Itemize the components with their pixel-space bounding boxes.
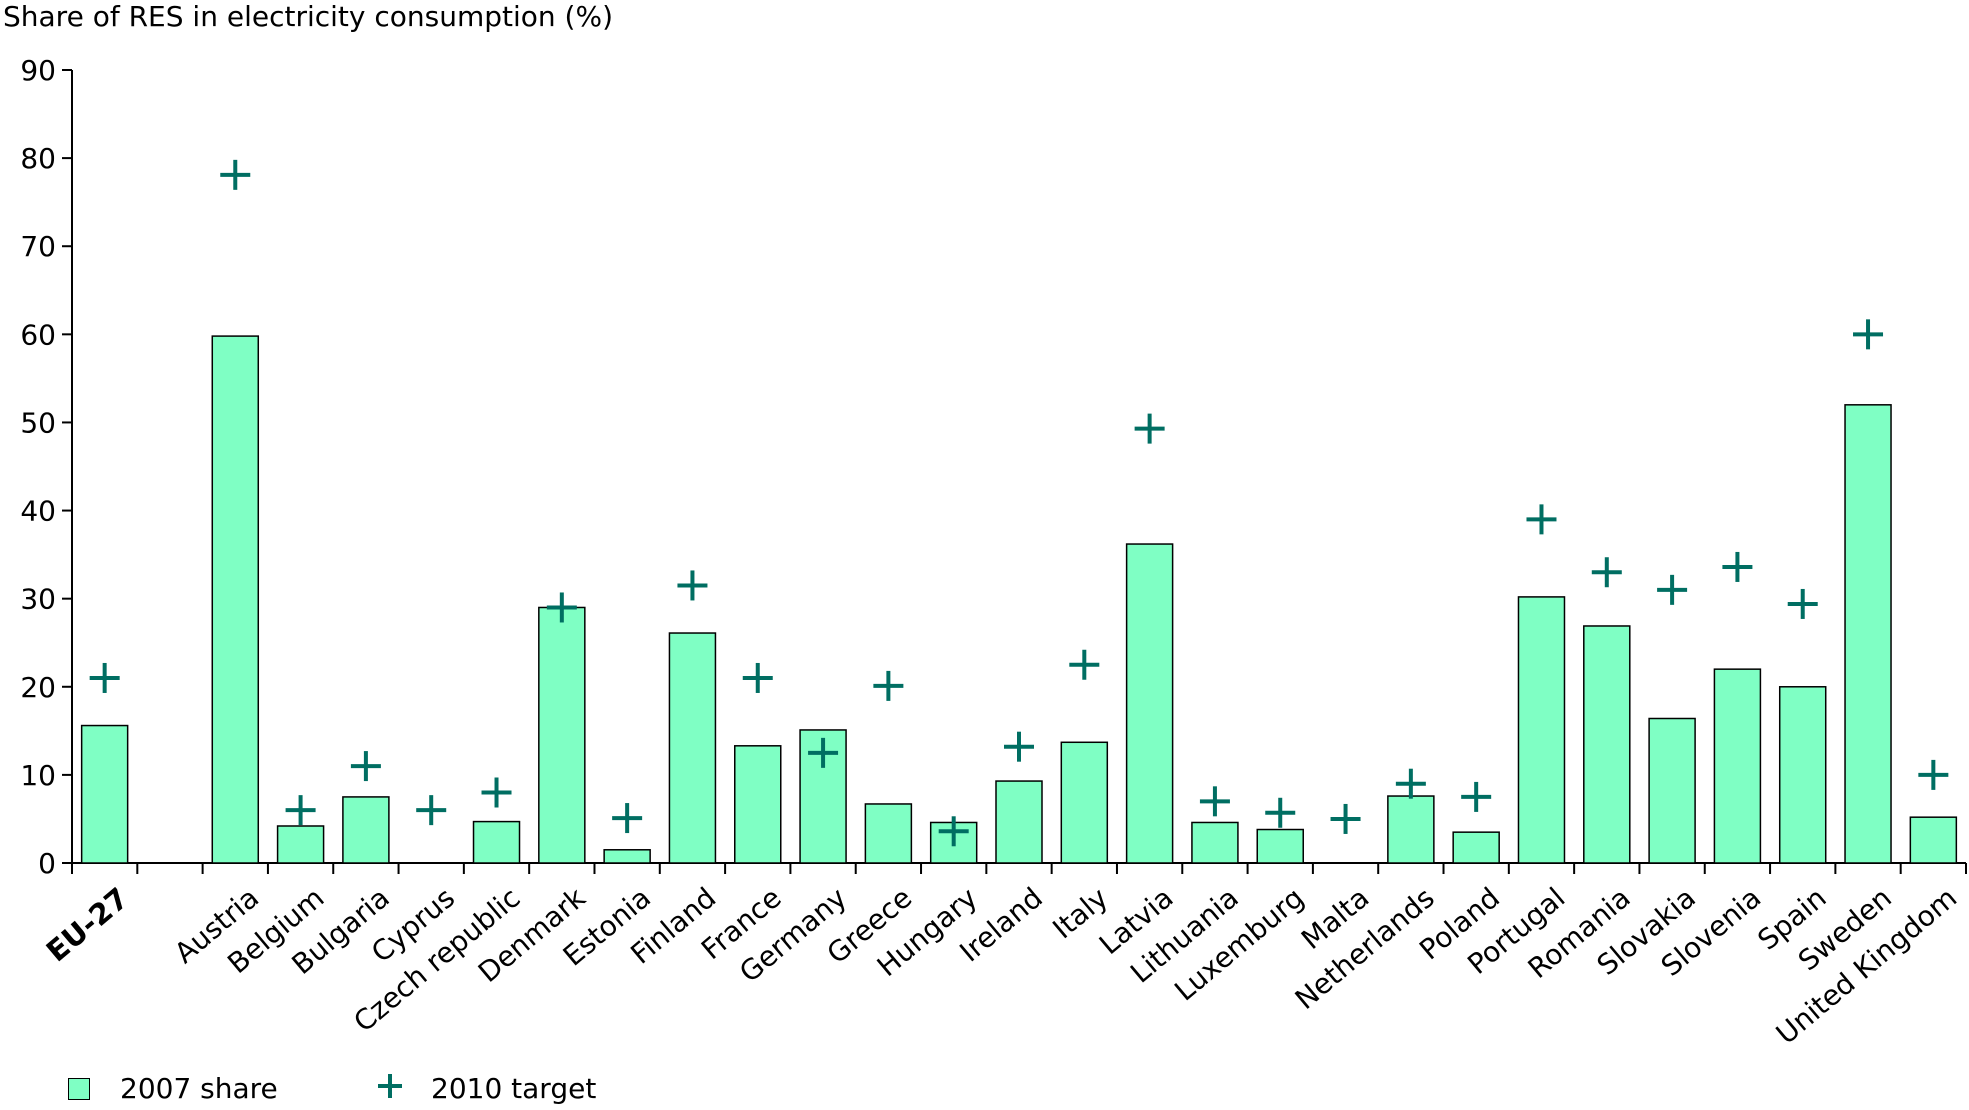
y-tick-label-60: 60 xyxy=(20,318,56,351)
target-marker-france xyxy=(742,662,773,693)
bar-sweden xyxy=(1844,404,1892,864)
target-marker-estonia xyxy=(612,803,643,834)
target-marker-austria xyxy=(220,159,251,190)
y-tick-label-10: 10 xyxy=(20,759,56,792)
legend: 2007 share 2010 target xyxy=(0,1068,1969,1110)
bar-spain xyxy=(1778,686,1827,864)
bar-denmark xyxy=(538,606,586,864)
target-marker-latvia xyxy=(1134,413,1165,444)
target-marker-belgium xyxy=(285,795,316,826)
y-tick-label-70: 70 xyxy=(20,230,56,263)
bar-belgium xyxy=(276,825,325,864)
bar-netherlands xyxy=(1387,795,1435,864)
target-marker-sweden xyxy=(1853,319,1884,350)
bar-estonia xyxy=(603,849,651,864)
bar-finland xyxy=(668,632,717,864)
bar-poland xyxy=(1452,831,1500,864)
y-tick-label-40: 40 xyxy=(20,495,56,528)
target-marker-germany xyxy=(808,737,839,768)
legend-swatch-2007-share xyxy=(68,1078,90,1100)
target-marker-malta xyxy=(1330,803,1361,834)
target-marker-slovenia xyxy=(1722,551,1753,582)
target-marker-romania xyxy=(1591,557,1622,588)
y-tick-label-80: 80 xyxy=(20,142,56,175)
bar-italy xyxy=(1060,741,1109,864)
bar-bulgaria xyxy=(342,796,390,864)
target-marker-finland xyxy=(677,570,708,601)
target-markers-layer xyxy=(89,159,1949,847)
legend-label-2007-share: 2007 share xyxy=(120,1072,278,1105)
target-marker-ireland xyxy=(1004,731,1034,762)
y-tick-label-30: 30 xyxy=(20,583,56,616)
bar-slovakia xyxy=(1648,717,1696,864)
target-marker-denmark xyxy=(546,592,577,623)
target-marker-poland xyxy=(1461,781,1492,812)
bar-eu-27 xyxy=(80,724,129,864)
bar-slovenia xyxy=(1713,668,1762,864)
bar-united-kingdom xyxy=(1909,816,1958,864)
chart-title: Share of RES in electricity consumption … xyxy=(3,0,613,33)
target-marker-czech-republic xyxy=(481,777,512,808)
target-marker-italy xyxy=(1069,649,1100,680)
plus-marker-icon xyxy=(378,1074,402,1098)
target-marker-cyprus xyxy=(416,795,447,826)
bar-ireland xyxy=(995,780,1043,864)
target-marker-bulgaria xyxy=(350,751,381,782)
target-marker-eu-27 xyxy=(89,662,120,693)
bar-greece xyxy=(864,803,913,864)
y-tick-label-0: 0 xyxy=(38,847,56,880)
target-marker-lithuania xyxy=(1199,786,1230,817)
bars-layer xyxy=(80,335,1958,864)
y-tick-label-20: 20 xyxy=(20,671,56,704)
x-tick-label-eu-27: EU-27 xyxy=(40,881,135,969)
y-tick-label-90: 90 xyxy=(20,54,56,87)
target-marker-luxemburg xyxy=(1265,797,1296,828)
bar-luxemburg xyxy=(1256,828,1304,864)
bar-france xyxy=(734,745,782,864)
target-marker-spain xyxy=(1787,588,1818,619)
bar-czech-republic xyxy=(472,820,521,864)
target-marker-netherlands xyxy=(1395,768,1426,799)
bar-romania xyxy=(1583,625,1631,864)
target-marker-united-kingdom xyxy=(1918,759,1949,790)
bar-lithuania xyxy=(1191,821,1239,864)
target-marker-portugal xyxy=(1526,504,1557,535)
bar-austria xyxy=(211,335,260,864)
bar-portugal xyxy=(1517,596,1566,864)
target-marker-slovakia xyxy=(1657,574,1688,605)
bar-latvia xyxy=(1125,543,1174,864)
y-tick-label-50: 50 xyxy=(20,406,56,439)
target-marker-greece xyxy=(873,670,904,701)
target-marker-hungary xyxy=(938,816,969,847)
legend-label-2010-target: 2010 target xyxy=(431,1072,597,1105)
